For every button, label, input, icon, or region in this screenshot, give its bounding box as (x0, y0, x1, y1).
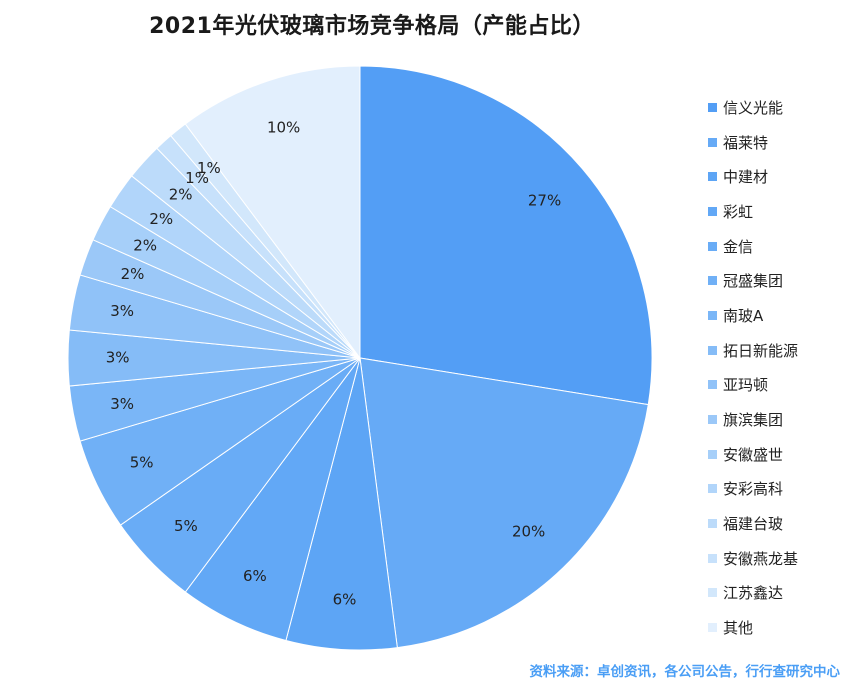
legend-label: 安彩高科 (723, 480, 784, 499)
legend-item: 南玻A (708, 298, 858, 333)
legend-item: 信义光能 (708, 90, 858, 125)
legend-label: 信义光能 (723, 98, 784, 117)
legend-swatch (708, 449, 717, 459)
legend-item: 福莱特 (708, 125, 858, 160)
legend-label: 旗滨集团 (723, 411, 784, 430)
legend-item: 安彩高科 (708, 472, 858, 507)
legend-item: 中建材 (708, 159, 858, 194)
slice-value-label: 10% (267, 118, 300, 136)
legend-swatch (708, 241, 717, 251)
legend-swatch (708, 415, 717, 425)
legend: 信义光能福莱特中建材彩虹金信冠盛集团南玻A 拓日新能源亚玛顿旗滨集团安徽盛世安彩高… (708, 90, 858, 645)
legend-swatch (708, 345, 717, 355)
legend-swatch (708, 172, 717, 182)
legend-label: 南玻A (723, 306, 764, 325)
legend-swatch (708, 137, 717, 147)
slice-value-label: 20% (512, 523, 545, 541)
pie-labels: 27%20%6%6%5%5%3%3%3%2%2%2%2%1%1%10% (106, 118, 561, 608)
legend-swatch (708, 102, 717, 112)
slice-value-label: 6% (243, 567, 267, 585)
slice-value-label: 2% (149, 210, 173, 228)
slice-value-label: 6% (333, 590, 357, 608)
slice-value-label: 2% (169, 186, 193, 204)
legend-label: 安徽盛世 (723, 445, 784, 464)
slice-value-label: 1% (185, 169, 209, 187)
pie-slices (67, 65, 653, 651)
slice-value-label: 3% (110, 302, 134, 320)
legend-label: 拓日新能源 (723, 341, 799, 360)
legend-item: 安徽燕龙基 (708, 541, 858, 576)
legend-item: 旗滨集团 (708, 402, 858, 437)
slice-value-label: 2% (121, 265, 145, 283)
pie-slice-16 (184, 65, 361, 360)
chart-title: 2021年光伏玻璃市场竞争格局（产能占比） (149, 14, 595, 39)
legend-swatch (708, 519, 717, 529)
legend-swatch (708, 484, 717, 494)
legend-label: 中建材 (723, 168, 769, 187)
slice-value-label: 1% (197, 159, 221, 177)
legend-item: 冠盛集团 (708, 263, 858, 298)
legend-label: 福建台玻 (723, 515, 784, 534)
legend-label: 其他 (723, 619, 754, 638)
legend-swatch (708, 588, 717, 598)
legend-item: 亚玛顿 (708, 368, 858, 403)
legend-label: 安徽燕龙基 (723, 549, 799, 568)
legend-swatch (708, 623, 717, 633)
legend-label: 亚玛顿 (723, 376, 769, 395)
legend-label: 冠盛集团 (723, 272, 784, 291)
legend-item: 拓日新能源 (708, 333, 858, 368)
pie-slice-1 (359, 65, 653, 406)
legend-label: 江苏鑫达 (723, 584, 784, 603)
slice-value-label: 5% (174, 517, 198, 535)
legend-swatch (708, 206, 717, 216)
legend-label: 彩虹 (723, 202, 754, 221)
slice-value-label: 3% (106, 349, 130, 367)
source-note: 资料来源：卓创资讯，各公司公告，行行查研究中心 (529, 664, 841, 680)
slice-value-label: 5% (130, 454, 154, 472)
slice-value-label: 2% (133, 236, 157, 254)
slice-value-label: 27% (528, 191, 561, 209)
legend-item: 其他 (708, 610, 858, 645)
legend-swatch (708, 553, 717, 563)
legend-item: 金信 (708, 229, 858, 264)
legend-item: 江苏鑫达 (708, 576, 858, 611)
legend-item: 安徽盛世 (708, 437, 858, 472)
legend-swatch (708, 310, 717, 320)
legend-swatch (708, 380, 717, 390)
legend-item: 彩虹 (708, 194, 858, 229)
legend-label: 金信 (723, 237, 754, 256)
slice-value-label: 3% (110, 395, 134, 413)
pie-slice-2 (359, 357, 649, 649)
legend-item: 福建台玻 (708, 506, 858, 541)
legend-label: 福莱特 (723, 133, 769, 152)
legend-swatch (708, 276, 717, 286)
